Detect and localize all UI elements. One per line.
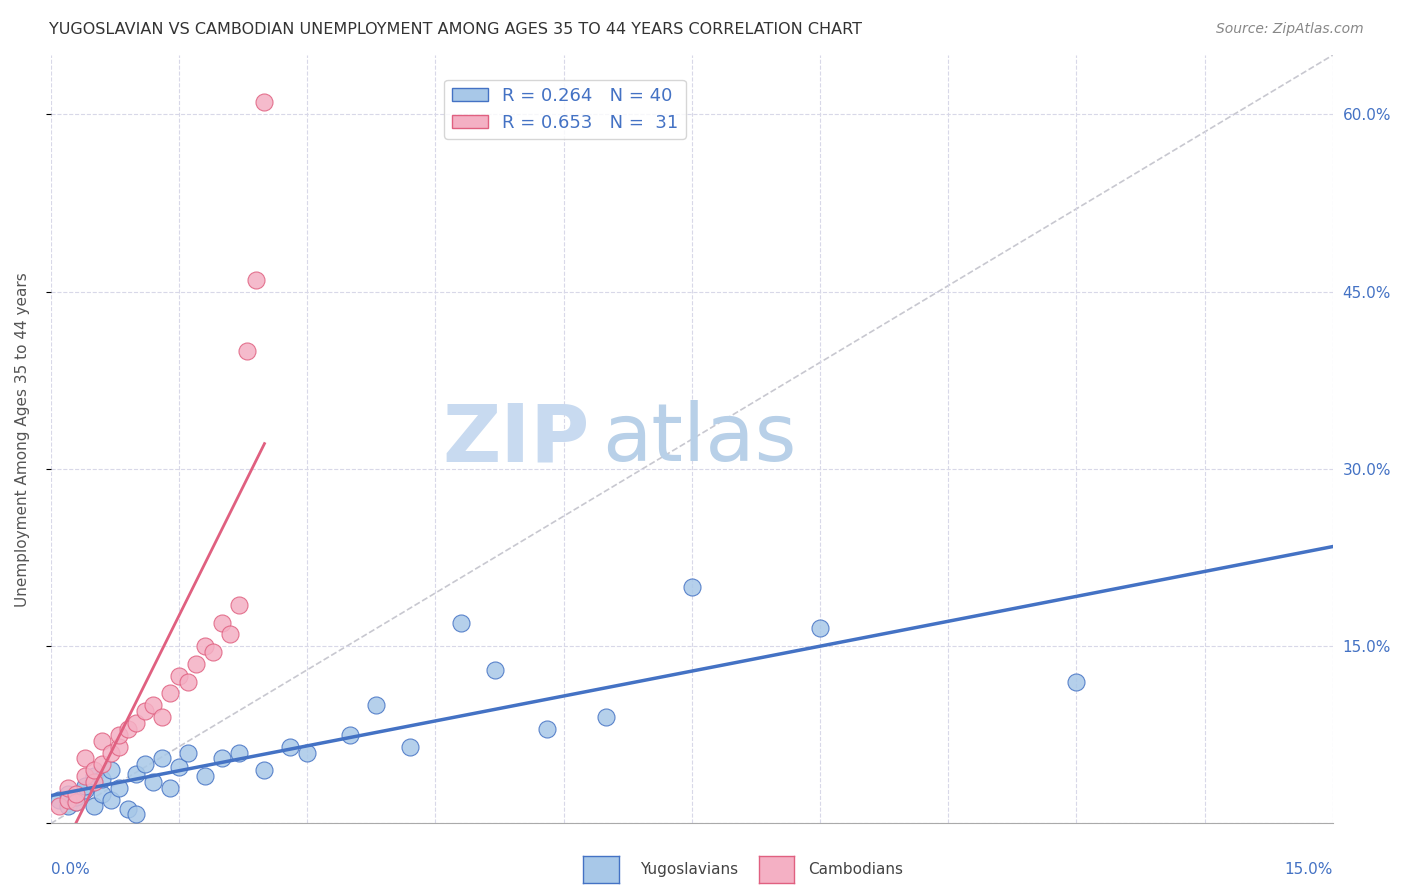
Point [56, 798, 79, 813]
Point [339, 728, 361, 742]
Point [117, 722, 139, 736]
Text: Source: ZipAtlas.com: Source: ZipAtlas.com [1216, 22, 1364, 37]
Point [73, 769, 96, 783]
Text: Cambodians: Cambodians [808, 863, 904, 877]
Point [117, 802, 139, 816]
Point [73, 779, 96, 793]
Point [134, 704, 156, 718]
Legend: R = 0.264   N = 40, R = 0.653   N =  31: R = 0.264 N = 40, R = 0.653 N = 31 [444, 79, 686, 139]
Point [83, 798, 105, 813]
Point [253, 95, 276, 110]
Point [100, 764, 122, 778]
Point [194, 769, 217, 783]
Point [159, 686, 181, 700]
Point [65, 795, 87, 809]
Point [134, 757, 156, 772]
Point [73, 783, 96, 797]
Point [228, 598, 250, 612]
Text: Yugoslavians: Yugoslavians [640, 863, 738, 877]
Point [398, 739, 420, 754]
Point [108, 739, 131, 754]
Point [142, 698, 165, 713]
Point [202, 645, 225, 659]
Point [484, 663, 506, 677]
Point [159, 780, 181, 795]
Point [194, 639, 217, 653]
Point [100, 793, 122, 807]
Point [211, 615, 233, 630]
Point [91, 733, 114, 747]
Point [808, 622, 831, 636]
Point [176, 674, 198, 689]
Point [450, 615, 472, 630]
Point [83, 775, 105, 789]
Point [56, 793, 79, 807]
Point [167, 760, 190, 774]
Point [91, 772, 114, 786]
Point [176, 746, 198, 760]
Point [297, 746, 319, 760]
Text: YUGOSLAVIAN VS CAMBODIAN UNEMPLOYMENT AMONG AGES 35 TO 44 YEARS CORRELATION CHAR: YUGOSLAVIAN VS CAMBODIAN UNEMPLOYMENT AM… [49, 22, 862, 37]
Text: ZIP: ZIP [441, 401, 589, 478]
Point [219, 627, 242, 641]
Point [245, 273, 267, 287]
Point [83, 769, 105, 783]
Point [184, 657, 207, 671]
Point [125, 807, 148, 822]
Point [65, 795, 87, 809]
Point [83, 764, 105, 778]
Point [48, 793, 70, 807]
Text: 15.0%: 15.0% [1285, 863, 1333, 878]
Point [150, 710, 173, 724]
Point [48, 798, 70, 813]
Point [595, 710, 617, 724]
Point [236, 343, 259, 358]
Point [73, 751, 96, 765]
Point [56, 787, 79, 801]
Point [253, 764, 276, 778]
Point [91, 787, 114, 801]
Point [65, 787, 87, 801]
Point [56, 780, 79, 795]
Text: 0.0%: 0.0% [51, 863, 90, 878]
Y-axis label: Unemployment Among Ages 35 to 44 years: Unemployment Among Ages 35 to 44 years [15, 272, 30, 607]
Point [278, 739, 301, 754]
Point [150, 751, 173, 765]
Point [536, 722, 558, 736]
Point [125, 767, 148, 781]
Point [125, 716, 148, 731]
Text: atlas: atlas [602, 401, 796, 478]
Point [167, 669, 190, 683]
Point [364, 698, 387, 713]
Point [83, 775, 105, 789]
Point [65, 790, 87, 805]
Point [228, 746, 250, 760]
Point [211, 751, 233, 765]
Point [681, 580, 703, 594]
Point [1066, 674, 1088, 689]
Point [100, 746, 122, 760]
Point [91, 757, 114, 772]
Point [108, 728, 131, 742]
Point [108, 780, 131, 795]
Point [142, 775, 165, 789]
